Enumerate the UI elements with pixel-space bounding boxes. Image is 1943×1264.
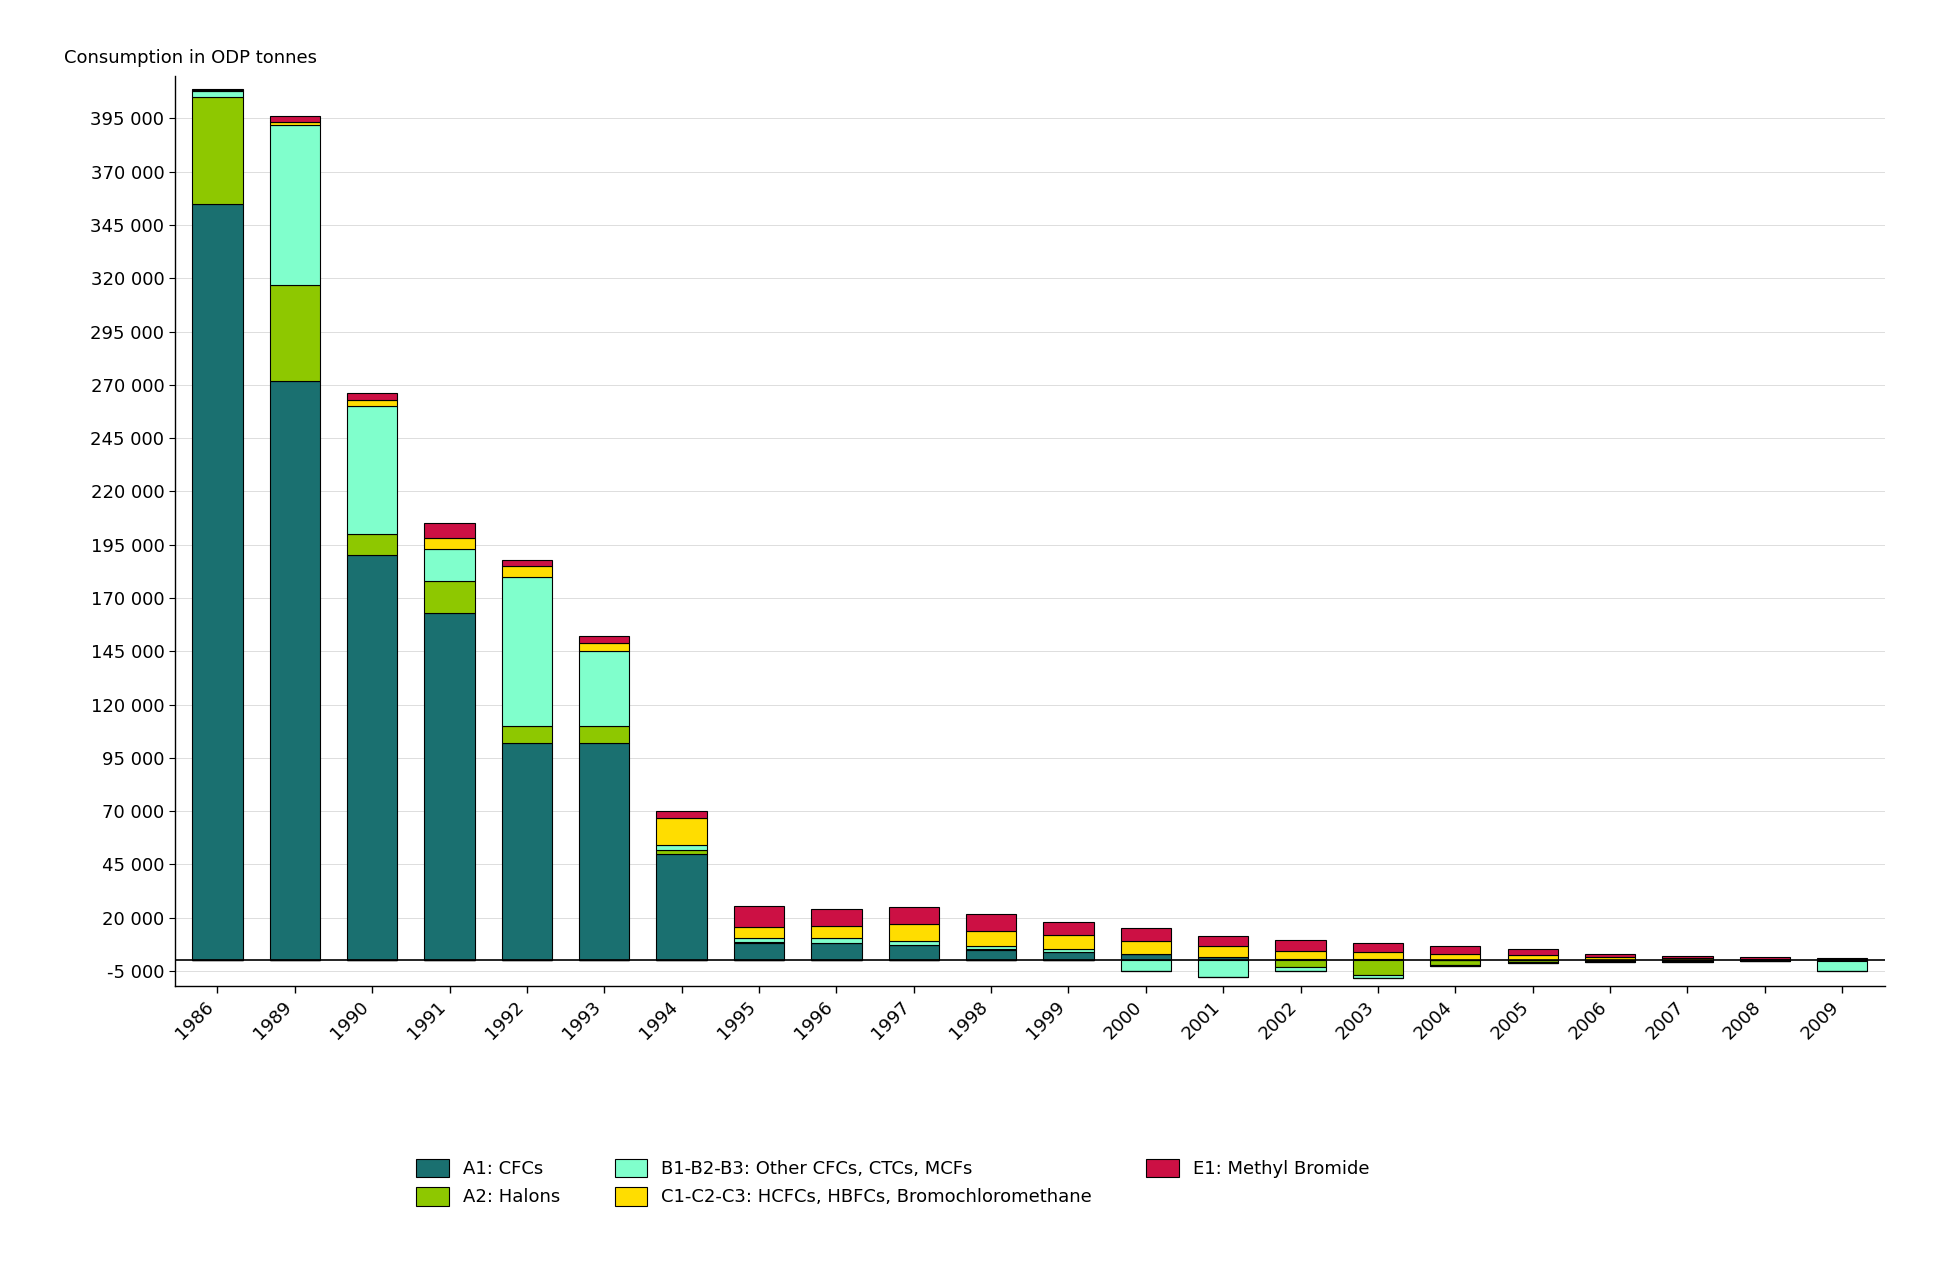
Bar xyxy=(1275,961,1325,967)
Bar xyxy=(966,932,1016,947)
Bar xyxy=(192,91,243,97)
Bar xyxy=(1121,961,1172,971)
Bar xyxy=(888,906,938,924)
Bar xyxy=(888,945,938,961)
Bar xyxy=(270,116,321,121)
Bar xyxy=(501,560,552,566)
Bar xyxy=(348,406,396,535)
Bar xyxy=(812,925,861,938)
Bar xyxy=(270,284,321,380)
Bar xyxy=(1508,954,1558,961)
Bar xyxy=(501,566,552,576)
Bar xyxy=(657,846,707,849)
Bar xyxy=(812,938,861,943)
Bar xyxy=(424,538,474,549)
Text: Consumption in ODP tonnes: Consumption in ODP tonnes xyxy=(64,49,317,67)
Bar xyxy=(1199,957,1247,961)
Bar xyxy=(734,928,785,938)
Legend: A1: CFCs, A2: Halons, B1-B2-B3: Other CFCs, CTCs, MCFs, C1-C2-C3: HCFCs, HBFCs, : A1: CFCs, A2: Halons, B1-B2-B3: Other CF… xyxy=(416,1159,1370,1206)
Bar xyxy=(657,811,707,818)
Bar xyxy=(1739,958,1790,961)
Bar xyxy=(657,849,707,853)
Bar xyxy=(1585,954,1636,957)
Bar xyxy=(348,399,396,406)
Bar xyxy=(1275,967,1325,971)
Bar xyxy=(1043,934,1094,949)
Bar xyxy=(1663,958,1712,961)
Bar xyxy=(734,943,785,961)
Bar xyxy=(966,914,1016,932)
Bar xyxy=(1275,951,1325,959)
Bar xyxy=(734,906,785,928)
Bar xyxy=(424,523,474,538)
Bar xyxy=(424,581,474,613)
Bar xyxy=(966,949,1016,961)
Bar xyxy=(270,121,321,125)
Bar xyxy=(888,940,938,945)
Bar xyxy=(348,535,396,555)
Bar xyxy=(1817,961,1867,971)
Bar xyxy=(270,380,321,961)
Bar xyxy=(1043,921,1094,934)
Bar xyxy=(1430,964,1481,966)
Bar xyxy=(424,549,474,581)
Bar xyxy=(1352,961,1403,976)
Bar xyxy=(1352,952,1403,959)
Bar xyxy=(1585,957,1636,961)
Bar xyxy=(1199,935,1247,947)
Bar xyxy=(579,743,630,961)
Bar xyxy=(1121,928,1172,942)
Bar xyxy=(657,853,707,961)
Bar xyxy=(1121,942,1172,954)
Bar xyxy=(501,576,552,726)
Bar xyxy=(657,818,707,846)
Bar xyxy=(1508,949,1558,954)
Bar xyxy=(966,947,1016,949)
Bar xyxy=(1121,954,1172,961)
Bar xyxy=(424,613,474,961)
Bar xyxy=(812,943,861,961)
Bar xyxy=(579,636,630,643)
Bar xyxy=(1043,949,1094,952)
Bar xyxy=(1352,976,1403,978)
Bar xyxy=(734,938,785,942)
Bar xyxy=(812,909,861,925)
Bar xyxy=(1199,961,1247,977)
Bar xyxy=(270,125,321,284)
Bar xyxy=(579,643,630,651)
Bar xyxy=(192,97,243,204)
Bar xyxy=(192,204,243,961)
Bar xyxy=(1199,947,1247,957)
Bar xyxy=(1430,961,1481,964)
Bar xyxy=(888,924,938,940)
Bar xyxy=(579,726,630,743)
Bar xyxy=(1043,952,1094,961)
Bar xyxy=(501,743,552,961)
Bar xyxy=(1430,953,1481,959)
Bar xyxy=(501,726,552,743)
Bar xyxy=(579,651,630,726)
Bar xyxy=(1663,956,1712,958)
Bar xyxy=(348,555,396,961)
Bar xyxy=(1430,945,1481,953)
Bar xyxy=(1352,943,1403,952)
Bar xyxy=(1508,961,1558,962)
Bar xyxy=(348,393,396,399)
Bar xyxy=(1275,940,1325,951)
